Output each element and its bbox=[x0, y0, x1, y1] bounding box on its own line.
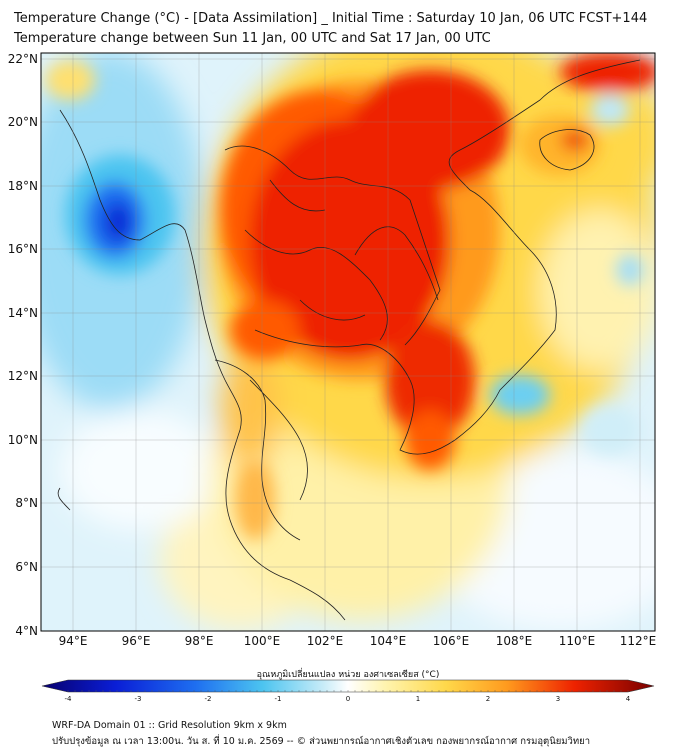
footer-model-info: WRF-DA Domain 01 :: Grid Resolution 9km … bbox=[52, 720, 287, 731]
colorbar-tick: -1 bbox=[275, 695, 282, 703]
colorbar-ticks: -4 -3 -2 -1 0 1 2 3 4 bbox=[65, 695, 631, 703]
colorbar-tick: 1 bbox=[416, 695, 420, 703]
lon-label: 94°E bbox=[59, 634, 88, 648]
lat-label: 14°N bbox=[8, 306, 38, 320]
colorbar-tick: 4 bbox=[626, 695, 631, 703]
lat-axis: 22°N 20°N 18°N 16°N 14°N 12°N 10°N 8°N 6… bbox=[8, 52, 38, 638]
lat-label: 16°N bbox=[8, 242, 38, 256]
lon-label: 106°E bbox=[433, 634, 470, 648]
lon-label: 108°E bbox=[496, 634, 533, 648]
lat-label: 4°N bbox=[15, 624, 38, 638]
lon-label: 102°E bbox=[307, 634, 344, 648]
lon-label: 96°E bbox=[122, 634, 151, 648]
colorbar-tick: 2 bbox=[486, 695, 490, 703]
chart-title: Temperature Change (°C) - [Data Assimila… bbox=[14, 11, 648, 26]
colorbar-tick: 3 bbox=[556, 695, 560, 703]
lat-label: 8°N bbox=[15, 496, 38, 510]
lat-label: 12°N bbox=[8, 369, 38, 383]
lat-label: 20°N bbox=[8, 115, 38, 129]
colorbar-tick: -4 bbox=[65, 695, 73, 703]
lon-label: 112°E bbox=[620, 634, 657, 648]
chart-subtitle: Temperature change between Sun 11 Jan, 0… bbox=[14, 31, 491, 46]
lat-label: 10°N bbox=[8, 433, 38, 447]
lon-label: 110°E bbox=[559, 634, 596, 648]
temperature-field bbox=[41, 53, 655, 631]
colorbar-tick: -2 bbox=[205, 695, 212, 703]
lon-label: 100°E bbox=[244, 634, 281, 648]
colorbar-label: อุณหภูมิเปลี่ยนแปลง หน่วย องศาเซลเซียส (… bbox=[257, 667, 440, 680]
lat-label: 22°N bbox=[8, 52, 38, 66]
footer-update-info: ปรับปรุงข้อมูล ณ เวลา 13:00น. วัน ส. ที่… bbox=[52, 736, 591, 747]
colorbar-tick: 0 bbox=[346, 695, 350, 703]
colorbar-tick: -3 bbox=[135, 695, 142, 703]
lat-label: 18°N bbox=[8, 179, 38, 193]
lat-label: 6°N bbox=[15, 560, 38, 574]
map-frame bbox=[40, 52, 656, 632]
lon-label: 98°E bbox=[185, 634, 214, 648]
lon-label: 104°E bbox=[370, 634, 407, 648]
gridlines bbox=[41, 53, 655, 631]
lon-axis: 94°E 96°E 98°E 100°E 102°E 104°E 106°E 1… bbox=[59, 634, 657, 648]
